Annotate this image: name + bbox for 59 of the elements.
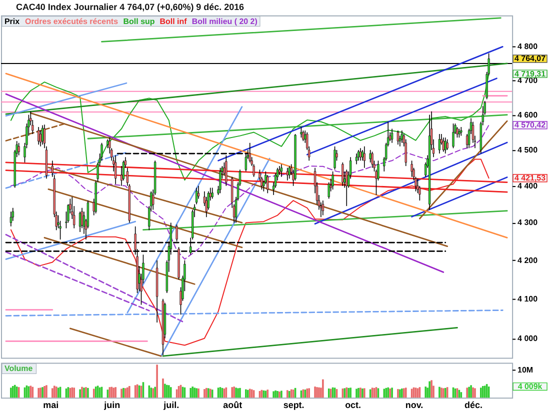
y-tick-label: 4 800 bbox=[518, 42, 538, 52]
candlestick bbox=[18, 142, 20, 156]
candlestick bbox=[219, 167, 222, 194]
candlestick bbox=[363, 146, 366, 168]
y-tick-label: 4 200 bbox=[518, 256, 538, 265]
candlestick bbox=[211, 187, 214, 200]
text: Ordres exécutés récents bbox=[25, 16, 119, 26]
y-tick-label: 10M bbox=[518, 365, 534, 374]
y-tick-label: 4 000 bbox=[518, 334, 538, 343]
candlestick bbox=[446, 138, 448, 150]
text: Boll sup bbox=[123, 16, 155, 26]
candlestick bbox=[78, 211, 82, 232]
candlestick bbox=[300, 126, 302, 138]
text: 4 009k bbox=[518, 382, 543, 392]
candlestick bbox=[342, 162, 344, 186]
candlestick bbox=[10, 211, 12, 227]
candlestick bbox=[359, 148, 362, 162]
candlestick bbox=[410, 160, 413, 178]
candlestick bbox=[322, 200, 324, 216]
x-tick-label: juin bbox=[103, 400, 120, 410]
candlestick bbox=[286, 167, 288, 181]
x-tick-label: juil. bbox=[162, 400, 180, 410]
chart-title: Volume bbox=[4, 364, 34, 374]
text: 4 719,31 bbox=[514, 69, 546, 78]
text: 4 764,07 bbox=[514, 54, 546, 64]
candlestick bbox=[396, 130, 400, 146]
y-tick-label: 4 500 bbox=[518, 145, 538, 154]
text: Boll milieu ( 20 2) bbox=[192, 16, 258, 26]
y-tick-label: 4 100 bbox=[518, 294, 538, 304]
text: 4 570,42 bbox=[514, 120, 546, 130]
chart-title: CAC40 Index Journalier 4 764,07 (+0,60%) 9 déc. 2016 bbox=[16, 2, 244, 12]
x-tick-label: nov. bbox=[405, 400, 424, 410]
x-tick-label: mai bbox=[43, 400, 59, 410]
y-tick-label: 4 400 bbox=[518, 181, 538, 190]
x-tick-label: déc. bbox=[464, 400, 482, 410]
candlestick bbox=[41, 124, 44, 146]
x-tick-label: août bbox=[223, 400, 242, 410]
y-tick-label: 4 300 bbox=[518, 218, 538, 228]
text: Boll inf bbox=[160, 16, 188, 26]
candlestick bbox=[400, 130, 403, 144]
text: Prix bbox=[4, 16, 20, 26]
candlestick bbox=[288, 166, 290, 180]
candlestick bbox=[355, 153, 358, 165]
x-tick-label: oct. bbox=[345, 400, 362, 410]
text: 4 421,53 bbox=[514, 174, 546, 183]
candlestick bbox=[444, 137, 446, 154]
candlestick bbox=[334, 146, 336, 170]
y-tick-label: 4 600 bbox=[518, 110, 538, 120]
candlestick bbox=[266, 174, 269, 194]
candlestick bbox=[438, 134, 441, 154]
candlestick bbox=[280, 164, 283, 178]
candlestick bbox=[452, 123, 454, 149]
x-tick-label: sept. bbox=[283, 400, 304, 410]
candlestick bbox=[442, 137, 444, 152]
candlestick bbox=[114, 154, 117, 184]
candlestick bbox=[371, 151, 374, 168]
candlestick bbox=[195, 187, 198, 205]
line-series bbox=[10, 124, 490, 260]
candlestick bbox=[38, 126, 40, 146]
